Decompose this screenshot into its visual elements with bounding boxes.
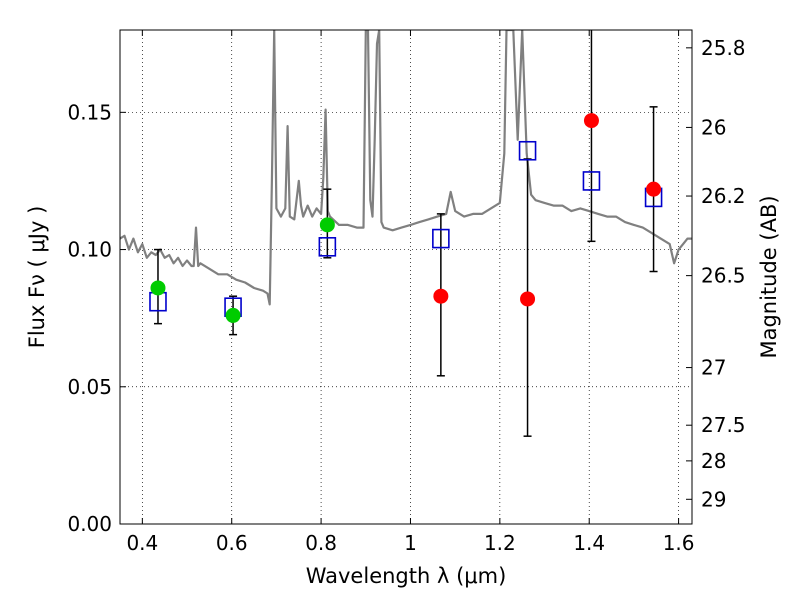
y-tick-label: 0.05: [67, 375, 112, 399]
right-tick-label: 29: [701, 487, 726, 511]
plot-frame: [119, 29, 693, 525]
x-tick-label: 0.6: [216, 531, 248, 555]
right-tick-label: 25.8: [701, 36, 746, 60]
x-axis-label: Wavelength λ (μm): [306, 564, 507, 588]
x-tick-label: 0.8: [305, 531, 337, 555]
right-tick-label: 26.5: [701, 264, 746, 288]
y-axis-label: Flux Fν ( μJy ): [25, 206, 49, 349]
right-tick-label: 28: [701, 449, 726, 473]
upper-limit-marker: [433, 288, 449, 304]
y-tick-label: 0.00: [67, 512, 112, 536]
model-photometry-marker: [318, 237, 337, 257]
x-tick-label: 1.4: [573, 531, 605, 555]
model-photometry-marker: [518, 140, 537, 161]
data-layer: [120, 30, 692, 437]
model-photometry-marker: [432, 228, 450, 249]
detection-marker: [225, 307, 241, 323]
y-tick-label: 0.15: [67, 100, 112, 124]
upper-limit-marker: [583, 113, 599, 129]
x-tick-label: 0.4: [126, 531, 158, 555]
upper-limit-marker: [646, 181, 662, 197]
right-axis-label: Magnitude (AB): [757, 195, 781, 358]
detection-marker: [319, 217, 335, 233]
right-tick-label: 27: [701, 356, 726, 380]
plot-area: [120, 30, 692, 524]
grid: [120, 30, 692, 524]
x-tick-label: 1.2: [484, 531, 516, 555]
right-tick-label: 26: [701, 115, 726, 139]
right-tick-label: 26.2: [701, 184, 746, 208]
spectrum-line: [120, 30, 692, 306]
detection-marker: [150, 280, 166, 296]
right-tick-label: 27.5: [701, 413, 746, 437]
y-tick-label: 0.10: [67, 238, 112, 262]
model-photometry-marker: [582, 171, 601, 191]
axes: 0.4 0.6 0.8 1 1.2 1.4 1.6 0.00 0.05 0.10 0.15 25.8 2…: [67, 30, 746, 555]
x-tick-label: 1.6: [663, 531, 695, 555]
upper-limit-marker: [520, 291, 536, 307]
x-tick-label: 1: [404, 531, 417, 555]
